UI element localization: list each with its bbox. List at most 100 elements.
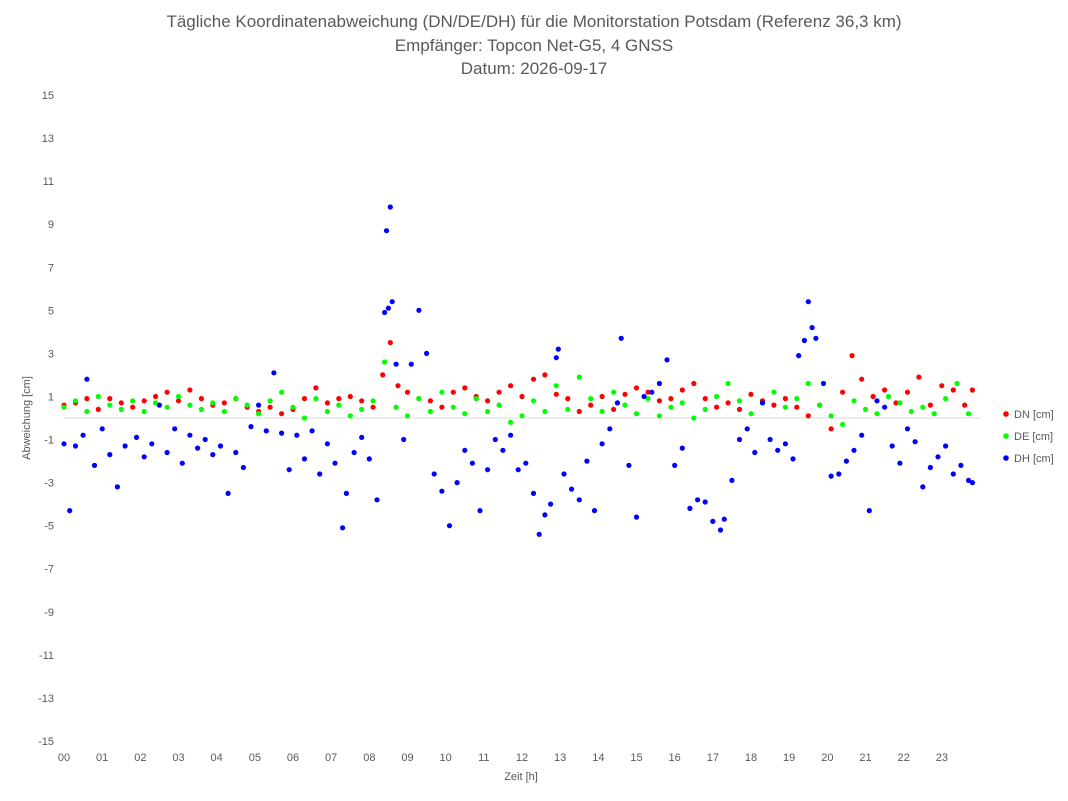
data-point-dn	[702, 396, 708, 402]
data-point-dn	[904, 389, 911, 395]
data-point-dh	[695, 497, 701, 503]
data-point-de	[920, 404, 926, 410]
data-point-dn	[530, 376, 537, 382]
data-point-de	[221, 408, 227, 415]
data-point-dh	[462, 447, 468, 453]
data-point-dn	[279, 411, 285, 417]
data-point-dh	[492, 436, 498, 443]
data-point-dn	[656, 398, 663, 404]
legend-label: DN [cm]	[1014, 409, 1054, 421]
data-point-dn	[187, 387, 193, 393]
data-point-dn	[859, 376, 865, 382]
data-point-dh	[164, 449, 170, 456]
data-point-dh	[569, 486, 575, 492]
data-point-de	[107, 402, 113, 408]
data-point-dh	[359, 434, 365, 440]
data-point-de	[244, 402, 250, 408]
data-point-de	[553, 383, 559, 389]
data-point-de	[885, 393, 892, 400]
x-tick-label: 14	[592, 752, 604, 764]
data-point-dn	[794, 404, 800, 410]
data-point-dn	[893, 400, 899, 406]
data-point-de	[473, 396, 479, 402]
data-point-dh	[271, 370, 277, 376]
x-tick-label: 10	[440, 752, 452, 764]
data-point-dn	[748, 391, 754, 397]
data-point-dh	[958, 462, 964, 468]
x-tick-label: 23	[936, 752, 948, 764]
data-point-de	[943, 396, 949, 402]
x-tick-label: 08	[363, 752, 375, 764]
data-point-dh	[576, 497, 582, 503]
data-point-dh	[618, 335, 624, 341]
data-point-dh	[324, 441, 330, 447]
data-point-dh	[80, 432, 86, 438]
data-point-dh	[927, 464, 934, 471]
y-tick-label: 5	[48, 305, 54, 317]
data-point-dh	[294, 432, 300, 438]
data-point-dh	[286, 467, 292, 473]
data-point-de	[668, 404, 674, 410]
data-point-dh	[366, 456, 372, 462]
data-point-dh	[943, 443, 949, 449]
data-point-dn	[198, 396, 204, 402]
data-point-de	[393, 404, 399, 410]
data-point-de	[530, 398, 537, 404]
data-point-dn	[336, 396, 342, 402]
y-tick-label: 15	[42, 90, 54, 102]
data-point-dn	[359, 398, 365, 404]
data-point-dh	[607, 426, 613, 432]
data-point-de	[267, 398, 273, 404]
data-point-de	[679, 400, 685, 406]
y-tick-label: -13	[38, 693, 54, 705]
data-point-dn	[387, 340, 393, 346]
data-point-dh	[114, 484, 120, 490]
data-point-dh	[614, 400, 621, 406]
data-point-dh	[935, 454, 941, 460]
data-point-dh	[187, 432, 193, 438]
x-tick-label: 22	[898, 752, 910, 764]
data-point-dh	[343, 490, 349, 496]
x-tick-label: 07	[325, 752, 337, 764]
data-point-dn	[324, 400, 330, 406]
data-point-dn	[679, 387, 685, 393]
data-point-de	[828, 413, 834, 419]
data-point-de	[508, 419, 514, 425]
data-point-de	[427, 408, 433, 415]
data-point-dh	[561, 471, 567, 477]
legend-marker	[1003, 433, 1009, 439]
y-tick-label: -11	[39, 650, 54, 662]
data-point-dn	[107, 396, 113, 402]
y-tick-label: 9	[48, 219, 54, 231]
data-point-dh	[820, 380, 827, 387]
data-point-de	[588, 396, 594, 402]
data-point-dh	[904, 426, 911, 432]
legend-marker	[1003, 411, 1009, 417]
data-point-dh	[500, 447, 506, 453]
data-point-dh	[767, 436, 773, 443]
data-point-dn	[882, 387, 888, 393]
data-point-de	[301, 415, 308, 421]
x-tick-label: 00	[58, 752, 70, 764]
data-point-dh	[859, 432, 865, 438]
data-point-dn	[95, 406, 101, 412]
data-point-dn	[553, 391, 559, 397]
x-tick-label: 06	[287, 752, 299, 764]
data-point-dn	[313, 385, 319, 391]
data-point-dn	[645, 389, 651, 395]
data-point-dn	[485, 398, 491, 404]
data-point-dn	[164, 389, 170, 395]
data-point-de	[439, 389, 445, 395]
data-point-dh	[195, 445, 201, 451]
data-point-dh	[882, 404, 888, 410]
data-point-dn	[828, 426, 834, 432]
data-point-dn	[840, 389, 846, 395]
data-point-dh	[301, 456, 308, 462]
data-point-dn	[404, 389, 411, 395]
data-point-de	[714, 393, 720, 400]
data-point-dh	[710, 518, 716, 525]
data-point-dh	[717, 527, 724, 533]
data-point-dh	[782, 441, 789, 447]
data-point-dh	[912, 439, 918, 445]
